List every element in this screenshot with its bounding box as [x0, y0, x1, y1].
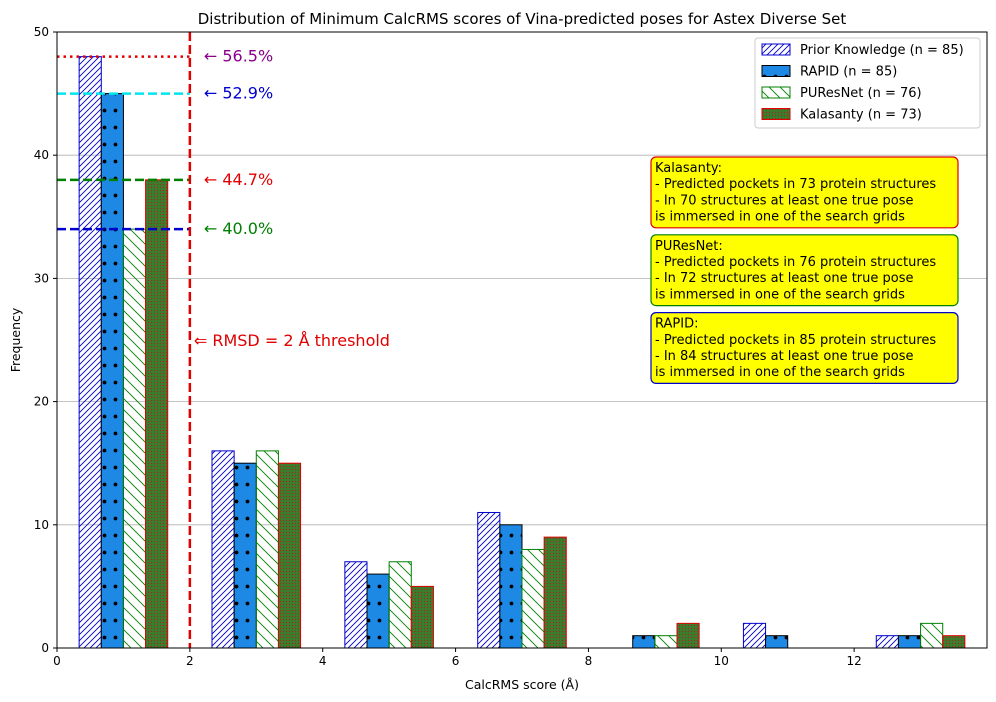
annotation-line: is immersed in one of the search grids: [655, 210, 905, 225]
y-tick-label: 0: [41, 641, 49, 655]
bar: [875, 635, 899, 649]
annotation-box: RAPID:- Predicted pockets in 85 protein …: [650, 312, 959, 385]
legend-swatch: [761, 86, 791, 99]
annotation-box: Kalasanty:- Predicted pockets in 73 prot…: [650, 156, 959, 229]
reference-label: ← 44.7%: [204, 170, 273, 189]
chart-title: Distribution of Minimum CalcRMS scores o…: [198, 10, 847, 28]
annotation-line: - Predicted pockets in 76 protein struct…: [655, 255, 936, 270]
bar: [145, 179, 169, 649]
bar: [654, 635, 678, 649]
annotation-line: is immersed in one of the search grids: [655, 365, 905, 380]
annotation-line: is immersed in one of the search grids: [655, 287, 905, 302]
bar: [277, 462, 302, 649]
x-tick-label: 12: [847, 654, 862, 668]
legend-label: RAPID (n = 85): [800, 65, 897, 80]
annotation-line: PUResNet:: [655, 239, 723, 254]
bar: [920, 622, 944, 649]
annotation-line: - Predicted pockets in 73 protein struct…: [655, 177, 936, 192]
bar: [676, 622, 700, 649]
threshold-label: ⇐ RMSD = 2 Å threshold: [194, 331, 390, 350]
legend-swatch: [761, 65, 791, 77]
annotation-line: - Predicted pockets in 85 protein struct…: [655, 333, 936, 348]
y-tick-label: 50: [34, 25, 49, 39]
bar: [897, 635, 922, 649]
reference-label: ← 40.0%: [204, 219, 273, 238]
bar: [78, 56, 102, 649]
legend: Prior Knowledge (n = 85) RAPID (n = 85) PU…: [754, 37, 981, 129]
annotation-line: - In 72 structures at least one true pos…: [655, 271, 914, 286]
bar: [388, 561, 412, 649]
y-axis-label: Frequency: [8, 307, 23, 372]
legend-label: PUResNet (n = 76): [800, 86, 922, 101]
legend-label: Kalasanty (n = 73): [800, 108, 922, 123]
bar: [344, 561, 368, 649]
y-tick-label: 20: [34, 395, 49, 409]
bar: [100, 93, 124, 649]
legend-entry: RAPID (n = 85): [761, 65, 897, 80]
x-tick-label: 6: [452, 654, 460, 668]
annotation-boxes: Kalasanty:- Predicted pockets in 73 prot…: [650, 156, 959, 385]
reference-label: ← 56.5%: [204, 47, 273, 66]
y-tick-label: 30: [34, 271, 49, 285]
bar: [255, 450, 279, 649]
plot-frame: [56, 31, 988, 649]
reference-label: ← 52.9%: [204, 84, 273, 103]
bar: [211, 450, 235, 649]
bar: [742, 622, 767, 649]
legend-entry: Prior Knowledge (n = 85): [761, 43, 964, 58]
bar: [765, 635, 789, 649]
axis-ticks: 0 2 4 6 8 10 12 0 10 20 30 40 50: [34, 25, 862, 668]
legend-entry: PUResNet (n = 76): [761, 86, 922, 101]
annotation-box: PUResNet:- Predicted pockets in 76 prote…: [650, 234, 959, 307]
x-tick-label: 0: [53, 654, 61, 668]
legend-swatch: [761, 108, 791, 120]
legend-frame: [754, 37, 981, 129]
bar: [942, 635, 966, 649]
y-tick-label: 10: [34, 518, 49, 532]
x-tick-label: 2: [186, 654, 194, 668]
x-tick-label: 10: [714, 654, 729, 668]
annotation-background: [650, 234, 959, 307]
annotation-background: [650, 156, 959, 229]
annotation-line: - In 84 structures at least one true pos…: [655, 349, 914, 364]
legend-entry: Kalasanty (n = 73): [761, 108, 922, 123]
annotation-background: [650, 312, 959, 385]
annotation-line: Kalasanty:: [655, 161, 722, 176]
bar: [632, 635, 656, 649]
bar: [410, 585, 434, 649]
bar: [233, 462, 257, 649]
annotation-line: - In 70 structures at least one true pos…: [655, 193, 914, 208]
y-tick-label: 40: [34, 148, 49, 162]
reference-lines: ← 56.5% ← 52.9% ← 44.7% ← 40.0% ⇐ RMSD = 2 Å…: [57, 32, 390, 648]
bar: [521, 548, 545, 649]
bar: [477, 511, 501, 649]
legend-label: Prior Knowledge (n = 85): [800, 43, 964, 58]
x-axis-label: CalcRMS score (Å): [465, 677, 579, 692]
x-tick-label: 8: [585, 654, 593, 668]
bar: [122, 228, 147, 649]
bar: [366, 573, 390, 649]
bar: [543, 536, 567, 649]
bar: [499, 524, 523, 649]
x-tick-label: 4: [319, 654, 327, 668]
legend-swatch: [761, 43, 791, 56]
annotation-line: RAPID:: [655, 317, 698, 332]
